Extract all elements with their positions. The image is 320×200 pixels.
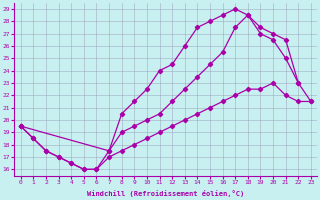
X-axis label: Windchill (Refroidissement éolien,°C): Windchill (Refroidissement éolien,°C) xyxy=(87,190,244,197)
